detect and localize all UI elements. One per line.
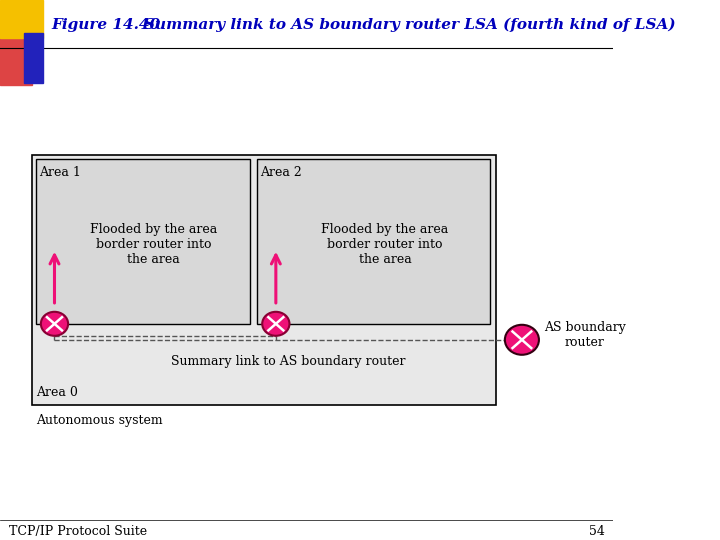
Text: 54: 54 [589, 525, 605, 538]
Text: Summary link to AS boundary router: Summary link to AS boundary router [171, 355, 405, 368]
Text: Area 2: Area 2 [261, 166, 302, 179]
Bar [24, 33, 42, 83]
Text: Area 1: Area 1 [39, 166, 81, 179]
Text: AS boundary
router: AS boundary router [544, 321, 626, 349]
Text: TCP/IP Protocol Suite: TCP/IP Protocol Suite [9, 525, 147, 538]
Ellipse shape [505, 325, 539, 355]
Bar [32, 155, 496, 405]
Text: Area 0: Area 0 [36, 386, 78, 399]
Text: Summary link to AS boundary router LSA (fourth kind of LSA): Summary link to AS boundary router LSA (… [123, 18, 676, 32]
Bar [0, 30, 32, 85]
Bar [257, 159, 490, 324]
Text: Figure 14.40: Figure 14.40 [51, 18, 161, 32]
Ellipse shape [41, 312, 68, 336]
Ellipse shape [262, 312, 289, 336]
Text: Flooded by the area
border router into
the area: Flooded by the area border router into t… [321, 223, 449, 266]
Bar [0, 0, 42, 38]
Text: Autonomous system: Autonomous system [36, 414, 163, 427]
Text: Flooded by the area
border router into
the area: Flooded by the area border router into t… [90, 223, 217, 266]
Bar [36, 159, 251, 324]
